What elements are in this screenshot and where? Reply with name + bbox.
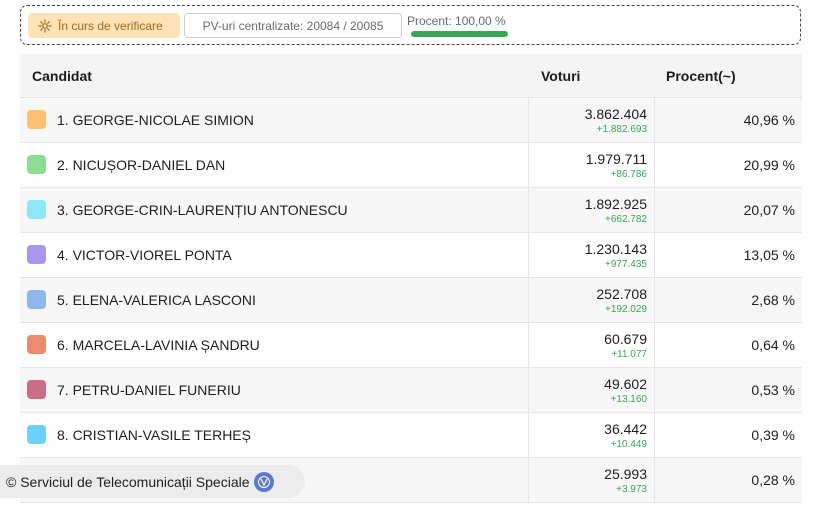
header-candidate: Candidat [32, 68, 92, 84]
percent-value: 0,28 % [751, 472, 795, 488]
votes-total: 1.979.711 [585, 151, 647, 167]
percent-cell: 13,05 % [655, 233, 802, 277]
votes-delta: +11.077 [611, 349, 647, 360]
candidate-cell: 1. GEORGE-NICOLAE SIMION [20, 98, 529, 142]
candidate-name: 5. ELENA-VALERICA LASCONI [57, 292, 256, 308]
header-percent: Procent(~) [666, 68, 736, 84]
votes-cell: 1.979.711 +86.786 [529, 143, 655, 187]
votes-total: 36.442 [604, 421, 647, 437]
percent-cell: 2,68 % [655, 278, 802, 322]
votes-cell: 1.892.925 +662.782 [529, 188, 655, 232]
candidate-name: 2. NICUȘOR-DANIEL DAN [57, 157, 226, 173]
table-row: 6. MARCELA-LAVINIA ȘANDRU 60.679 +11.077 0,… [20, 323, 802, 368]
table-row: 3. GEORGE-CRIN-LAURENȚIU ANTONESCU 1.892.… [20, 188, 802, 233]
candidate-name: 1. GEORGE-NICOLAE SIMION [57, 112, 254, 128]
candidate-color-swatch [27, 425, 46, 444]
votes-delta: +13.160 [610, 394, 647, 405]
votes-total: 3.862.404 [584, 106, 647, 122]
progress-fill [411, 31, 508, 37]
percent-cell: 20,99 % [655, 143, 802, 187]
percent-value: 20,07 % [743, 202, 795, 218]
sts-logo-icon [253, 471, 274, 492]
votes-total: 25.993 [604, 466, 647, 482]
table-row: 5. ELENA-VALERICA LASCONI 252.708 +192.029… [20, 278, 802, 323]
candidate-name: 4. VICTOR-VIOREL PONTA [57, 247, 232, 263]
header-votes: Voturi [541, 68, 581, 84]
percent-cell: 20,07 % [655, 188, 802, 232]
candidate-name: 8. CRISTIAN-VASILE TERHEȘ [57, 427, 251, 443]
verification-status-badge: În curs de verificare [28, 13, 180, 38]
footer-credit: © Serviciul de Telecomunicații Speciale [0, 465, 305, 498]
candidate-cell: 8. CRISTIAN-VASILE TERHEȘ [20, 413, 529, 457]
candidate-cell: 2. NICUȘOR-DANIEL DAN [20, 143, 529, 187]
votes-delta: +1.882.693 [596, 124, 647, 135]
percent-value: 20,99 % [743, 157, 795, 173]
votes-delta: +86.786 [610, 169, 647, 180]
votes-delta: +3.973 [616, 484, 647, 495]
candidate-cell: 6. MARCELA-LAVINIA ȘANDRU [20, 323, 529, 367]
progress-label: Procent: 100,00 % [407, 14, 506, 28]
candidate-color-swatch [27, 290, 46, 309]
results-table: Candidat Voturi Procent(~) 1. GEORGE-NIC… [20, 54, 802, 503]
percent-value: 0,53 % [751, 382, 795, 398]
progress-indicator: Procent: 100,00 % [407, 12, 527, 40]
table-row: 8. CRISTIAN-VASILE TERHEȘ 36.442 +10.449 0,… [20, 413, 802, 458]
percent-value: 13,05 % [743, 247, 795, 263]
table-row: 2. NICUȘOR-DANIEL DAN 1.979.711 +86.786 20,… [20, 143, 802, 188]
status-bar: În curs de verificare PV-uri centralizat… [20, 5, 801, 45]
candidate-color-swatch [27, 155, 46, 174]
table-header: Candidat Voturi Procent(~) [20, 54, 802, 98]
percent-cell: 0,64 % [655, 323, 802, 367]
table-row: 7. PETRU-DANIEL FUNERIU 49.602 +13.160 0,53… [20, 368, 802, 413]
footer-credit-text: © Serviciul de Telecomunicații Speciale [6, 473, 250, 490]
votes-cell: 1.230.143 +977.435 [529, 233, 655, 277]
votes-delta: +10.449 [610, 439, 647, 450]
votes-cell: 25.993 +3.973 [529, 458, 655, 502]
percent-value: 2,68 % [751, 292, 795, 308]
votes-total: 252.708 [596, 286, 647, 302]
percent-cell: 0,53 % [655, 368, 802, 412]
candidate-cell: 7. PETRU-DANIEL FUNERIU [20, 368, 529, 412]
votes-cell: 60.679 +11.077 [529, 323, 655, 367]
votes-total: 60.679 [604, 331, 647, 347]
candidate-name: 7. PETRU-DANIEL FUNERIU [57, 382, 241, 398]
candidate-color-swatch [27, 335, 46, 354]
votes-total: 49.602 [604, 376, 647, 392]
progress-track [411, 31, 508, 37]
candidate-cell: 4. VICTOR-VIOREL PONTA [20, 233, 529, 277]
votes-cell: 36.442 +10.449 [529, 413, 655, 457]
badge-label: În curs de verificare [58, 18, 163, 33]
candidate-color-swatch [27, 380, 46, 399]
candidate-color-swatch [27, 110, 46, 129]
gear-icon [38, 18, 52, 33]
pv-count-text: PV-uri centralizate: 20084 / 20085 [202, 18, 384, 33]
votes-total: 1.230.143 [584, 241, 647, 257]
candidate-cell: 5. ELENA-VALERICA LASCONI [20, 278, 529, 322]
votes-delta: +977.435 [605, 259, 647, 270]
votes-cell: 3.862.404 +1.882.693 [529, 98, 655, 142]
percent-value: 0,64 % [751, 337, 795, 353]
candidate-cell: 3. GEORGE-CRIN-LAURENȚIU ANTONESCU [20, 188, 529, 232]
percent-value: 0,39 % [751, 427, 795, 443]
table-row: 4. VICTOR-VIOREL PONTA 1.230.143 +977.435 1… [20, 233, 802, 278]
percent-value: 40,96 % [743, 112, 795, 128]
candidate-color-swatch [27, 245, 46, 264]
table-row: 1. GEORGE-NICOLAE SIMION 3.862.404 +1.882.… [20, 98, 802, 143]
votes-delta: +662.782 [605, 214, 647, 225]
votes-cell: 252.708 +192.029 [529, 278, 655, 322]
percent-cell: 40,96 % [655, 98, 802, 142]
candidate-name: 3. GEORGE-CRIN-LAURENȚIU ANTONESCU [57, 202, 348, 218]
votes-delta: +192.029 [605, 304, 647, 315]
candidate-name: 6. MARCELA-LAVINIA ȘANDRU [57, 337, 260, 353]
votes-total: 1.892.925 [584, 196, 647, 212]
votes-cell: 49.602 +13.160 [529, 368, 655, 412]
percent-cell: 0,39 % [655, 413, 802, 457]
percent-cell: 0,28 % [655, 458, 802, 502]
candidate-color-swatch [27, 200, 46, 219]
pv-count: PV-uri centralizate: 20084 / 20085 [184, 13, 402, 38]
